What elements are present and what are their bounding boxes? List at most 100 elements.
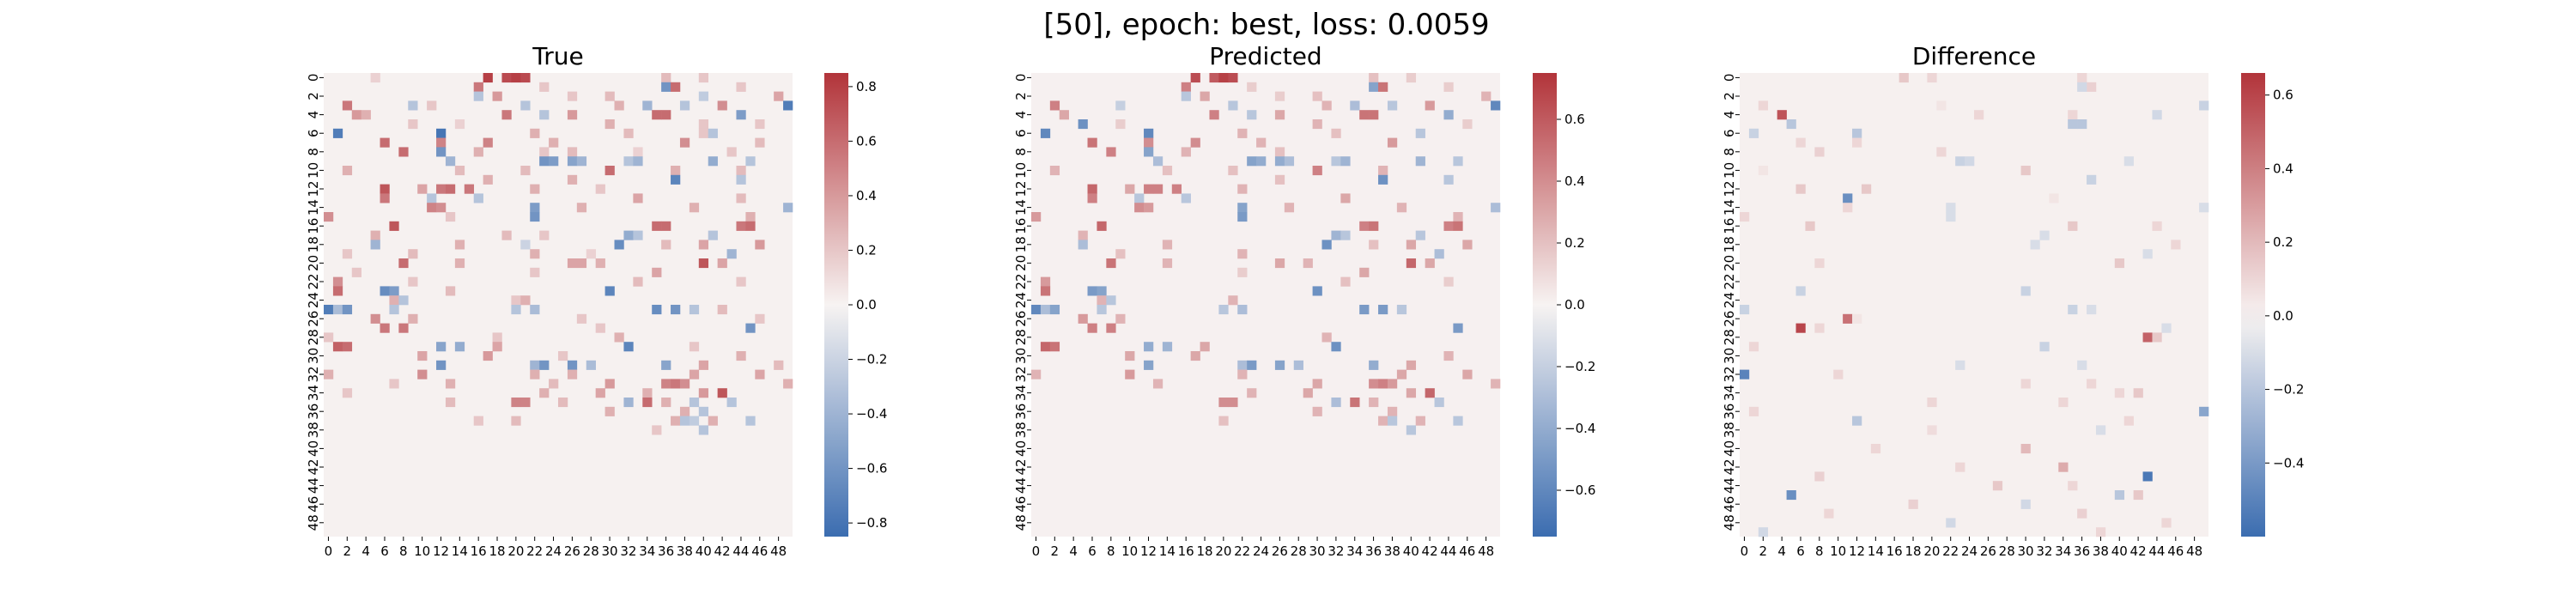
heatmap-cell (698, 388, 709, 398)
heatmap-cell (745, 212, 756, 222)
heatmap-cell (1237, 212, 1248, 222)
heatmap-cell (736, 82, 746, 92)
heatmap-cell (1396, 305, 1407, 315)
heatmap-cell (558, 398, 568, 408)
x-tick-label: 38 (677, 543, 693, 559)
heatmap-cell (1453, 156, 1463, 167)
heatmap-cell (351, 110, 361, 120)
heatmap-cell (1406, 388, 1417, 398)
heatmap-cell (614, 240, 624, 250)
heatmap-cell (1228, 398, 1238, 408)
heatmap-cell (1115, 119, 1126, 130)
heatmap-cell (1359, 110, 1370, 120)
heatmap-cell (1415, 128, 1425, 138)
heatmap-cell (530, 305, 540, 315)
heatmap-cell (2020, 379, 2031, 389)
heatmap-cell (1340, 193, 1351, 203)
heatmap-cell (1415, 156, 1425, 167)
heatmap-cell (530, 369, 540, 379)
y-tick-label: 6 (306, 129, 321, 137)
heatmap-cell (1087, 184, 1097, 194)
y-tick-label: 14 (306, 199, 321, 216)
heatmap-cell (595, 323, 605, 333)
x-tick-label: 20 (507, 543, 524, 559)
heatmap-cell (2058, 398, 2069, 408)
heatmap-cell (1237, 369, 1248, 379)
heatmap-cell (1936, 147, 1947, 157)
heatmap-cell (1209, 110, 1219, 120)
heatmap-cell (717, 305, 727, 315)
heatmap-cell (614, 100, 624, 111)
heatmap-cell (1387, 406, 1398, 416)
heatmap-cell (380, 184, 390, 194)
x-tick-label: 2 (1051, 543, 1060, 559)
y-tick-label: 2 (306, 92, 321, 100)
heatmap-cell (1369, 221, 1379, 231)
heatmap-cell (1434, 398, 1444, 408)
x-tick-label: 24 (1253, 543, 1269, 559)
heatmap-cell (1237, 249, 1248, 259)
heatmap-cell (1795, 323, 1806, 333)
x-tick-label: 20 (1923, 543, 1940, 559)
y-tick-label: 0 (1722, 74, 1737, 82)
heatmap-panel-predicted: Predicted 0 2 4 6 8 10 12 14 16 18 20 22 24 26 28 30 32 3… (1013, 42, 1595, 559)
x-tick-label: 4 (361, 543, 370, 559)
heatmap-cell (1181, 193, 1191, 203)
heatmap-cell (2020, 499, 2031, 509)
heatmap-cell (530, 203, 540, 213)
heatmap-cell (1786, 119, 1796, 130)
heatmap-cell (1031, 369, 1042, 379)
x-tick-label: 40 (696, 543, 712, 559)
colorbar (824, 73, 848, 537)
heatmap-cell (1406, 240, 1417, 250)
y-tick-label: 12 (1013, 180, 1029, 197)
heatmap-cell (1462, 119, 1473, 130)
x-tick-label: 14 (1868, 543, 1884, 559)
heatmap-cell (1228, 73, 1238, 83)
y-tick-label: 18 (1013, 236, 1029, 252)
y-tick-label: 18 (306, 236, 321, 252)
heatmap-cell (530, 212, 540, 222)
colorbar-tick-label: −0.2 (1564, 359, 1595, 374)
heatmap-panel-difference: Difference 0 2 4 6 8 10 12 14 16 18 20 22 24 26 28 30 32… (1722, 42, 2304, 559)
panel-title: Predicted (1209, 42, 1321, 70)
heatmap-cell (2087, 174, 2097, 185)
colorbar-tick-label: −0.2 (856, 352, 887, 367)
heatmap-cell (520, 166, 531, 176)
heatmap-cell (398, 258, 409, 269)
heatmap-cell (755, 119, 765, 130)
heatmap-cell (1284, 203, 1295, 213)
heatmap-cell (370, 313, 380, 324)
heatmap-cell (1777, 110, 1787, 120)
heatmap-cell (1200, 91, 1210, 101)
heatmap-cell (361, 110, 371, 120)
heatmap-cell (1758, 100, 1769, 111)
heatmap-cell (1974, 110, 1984, 120)
heatmap-cell (1396, 203, 1407, 213)
y-tick-label: 34 (306, 385, 321, 401)
heatmap-cell (1331, 398, 1341, 408)
heatmap-cell (1144, 360, 1154, 370)
heatmap-cell (1425, 388, 1435, 398)
heatmap-cell (436, 147, 447, 157)
heatmap-cell (1162, 240, 1173, 250)
heatmap-cell (408, 119, 418, 130)
heatmap-cell (633, 147, 643, 157)
heatmap-cell (661, 360, 671, 370)
heatmap-cell (736, 166, 746, 176)
y-tick-label: 16 (1722, 218, 1737, 234)
colorbar-tick-label: 0.2 (1564, 235, 1585, 251)
colorbar-tick-label: 0.2 (856, 242, 877, 258)
heatmap-cell (595, 258, 605, 269)
y-tick-label: 32 (1013, 366, 1029, 382)
heatmap-cell (1228, 295, 1238, 306)
heatmap-cell (1171, 184, 1182, 194)
colorbar-tick-label: −0.6 (1564, 483, 1595, 498)
heatmap-cell (539, 110, 550, 120)
y-tick-label: 12 (306, 180, 321, 197)
heatmap-cell (726, 147, 737, 157)
heatmap-cell (2199, 100, 2209, 111)
heatmap-cell (1748, 342, 1759, 352)
heatmap-cell (595, 388, 605, 398)
heatmap-cell (1955, 462, 1965, 472)
